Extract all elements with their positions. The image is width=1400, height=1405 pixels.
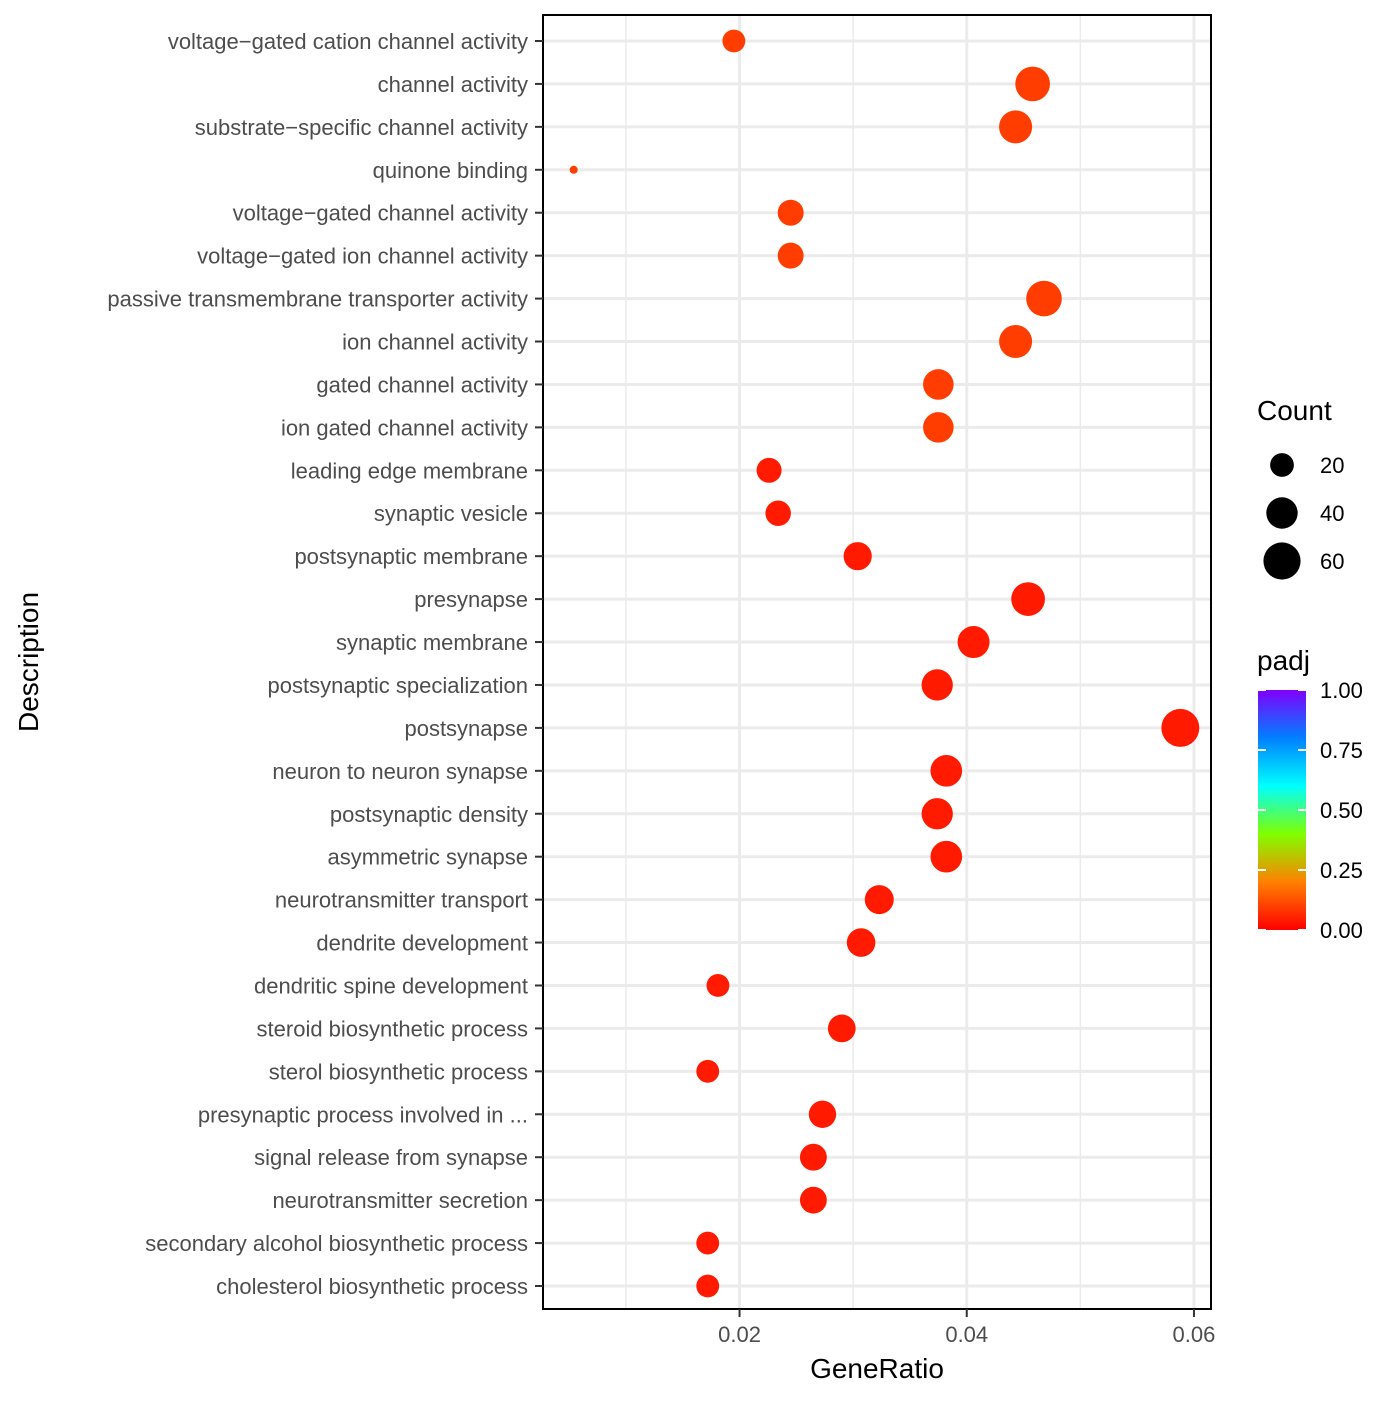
- data-point: [722, 29, 746, 53]
- y-tick-label: asymmetric synapse: [327, 845, 528, 870]
- y-tick-label: steroid biosynthetic process: [257, 1016, 528, 1041]
- y-tick-label: leading edge membrane: [291, 458, 528, 483]
- count-legend-key: [1270, 453, 1294, 477]
- y-tick-label: neurotransmitter transport: [275, 888, 528, 913]
- y-tick-label: presynaptic process involved in ...: [198, 1102, 528, 1127]
- padj-legend-label: 0.00: [1320, 918, 1363, 943]
- count-legend-label: 60: [1320, 549, 1344, 574]
- y-tick-label: passive transmembrane transporter activi…: [107, 287, 528, 312]
- y-tick-label: sterol biosynthetic process: [269, 1059, 528, 1084]
- data-point: [864, 885, 894, 915]
- data-point: [799, 1143, 827, 1171]
- y-tick-label: voltage−gated cation channel activity: [168, 29, 528, 54]
- x-axis-title: GeneRatio: [810, 1353, 944, 1384]
- y-tick-label: postsynapse: [404, 716, 528, 741]
- padj-legend-label: 0.25: [1320, 858, 1363, 883]
- y-tick-label: presynapse: [414, 587, 528, 612]
- count-legend-label: 20: [1320, 453, 1344, 478]
- x-axis: 0.02 0.04 0.06: [718, 1309, 1215, 1347]
- data-point: [765, 500, 791, 526]
- y-tick-label: gated channel activity: [316, 372, 528, 397]
- data-point: [930, 754, 963, 787]
- data-point: [696, 1274, 720, 1298]
- y-tick-label: substrate−specific channel activity: [195, 115, 528, 140]
- y-tick-label: ion channel activity: [342, 330, 528, 355]
- data-point: [706, 974, 730, 997]
- data-point: [999, 110, 1033, 144]
- plot-panel-border: [542, 14, 1212, 1310]
- y-tick-label: quinone binding: [373, 158, 528, 183]
- y-tick-label: synaptic membrane: [336, 630, 528, 655]
- y-tick-label: voltage−gated channel activity: [233, 201, 528, 226]
- data-point: [957, 626, 990, 659]
- count-legend-label: 40: [1320, 501, 1344, 526]
- x-tick-label: 0.04: [945, 1322, 988, 1347]
- count-legend-title: Count: [1257, 395, 1332, 426]
- grid-layer: [543, 15, 1211, 1309]
- y-tick-label: voltage−gated ion channel activity: [197, 244, 528, 269]
- data-point: [827, 1014, 856, 1043]
- data-point: [923, 412, 954, 443]
- data-point: [569, 165, 578, 174]
- padj-legend-label: 0.75: [1320, 738, 1363, 763]
- data-point: [696, 1231, 720, 1255]
- y-tick-label: neurotransmitter secretion: [272, 1188, 528, 1213]
- count-legend-key: [1266, 497, 1298, 529]
- y-tick-label: secondary alcohol biosynthetic process: [145, 1231, 528, 1256]
- data-point: [777, 242, 804, 269]
- y-tick-label: postsynaptic specialization: [268, 673, 528, 698]
- y-tick-label: postsynaptic membrane: [294, 544, 528, 569]
- data-point: [1161, 708, 1200, 747]
- y-tick-label: signal release from synapse: [254, 1145, 528, 1170]
- x-tick-label: 0.02: [718, 1322, 761, 1347]
- y-axis-title: Description: [13, 592, 44, 732]
- data-point: [777, 199, 804, 226]
- data-point: [999, 324, 1033, 359]
- y-tick-label: dendrite development: [316, 931, 528, 956]
- x-tick-label: 0.06: [1173, 1322, 1216, 1347]
- data-point: [799, 1186, 827, 1214]
- data-point: [696, 1059, 720, 1083]
- padj-legend: padj 1.00 0.75 0.50 0.25 0.00: [1257, 645, 1363, 943]
- points-layer: [569, 29, 1200, 1298]
- data-point: [1015, 66, 1050, 102]
- data-point: [843, 542, 872, 571]
- data-point: [808, 1100, 837, 1128]
- data-point: [756, 457, 782, 483]
- data-point: [930, 840, 963, 873]
- y-tick-label: synaptic vesicle: [374, 501, 528, 526]
- y-tick-label: neuron to neuron synapse: [272, 759, 528, 784]
- count-legend-key: [1263, 542, 1301, 580]
- y-tick-label: ion gated channel activity: [281, 415, 528, 440]
- count-legend: Count 20 40 60: [1257, 395, 1344, 580]
- y-tick-label: postsynaptic density: [330, 802, 528, 827]
- data-point: [1026, 280, 1062, 317]
- data-point: [923, 369, 954, 400]
- y-tick-label: dendritic spine development: [254, 973, 528, 998]
- data-point: [1011, 582, 1045, 616]
- y-tick-label: channel activity: [378, 72, 528, 97]
- padj-legend-label: 1.00: [1320, 678, 1363, 703]
- y-axis: voltage−gated cation channel activity cha…: [107, 29, 543, 1299]
- padj-legend-title: padj: [1257, 645, 1310, 676]
- padj-legend-label: 0.50: [1320, 798, 1363, 823]
- y-tick-label: cholesterol biosynthetic process: [216, 1274, 528, 1299]
- data-point: [921, 669, 953, 701]
- data-point: [846, 928, 876, 957]
- data-point: [921, 798, 953, 830]
